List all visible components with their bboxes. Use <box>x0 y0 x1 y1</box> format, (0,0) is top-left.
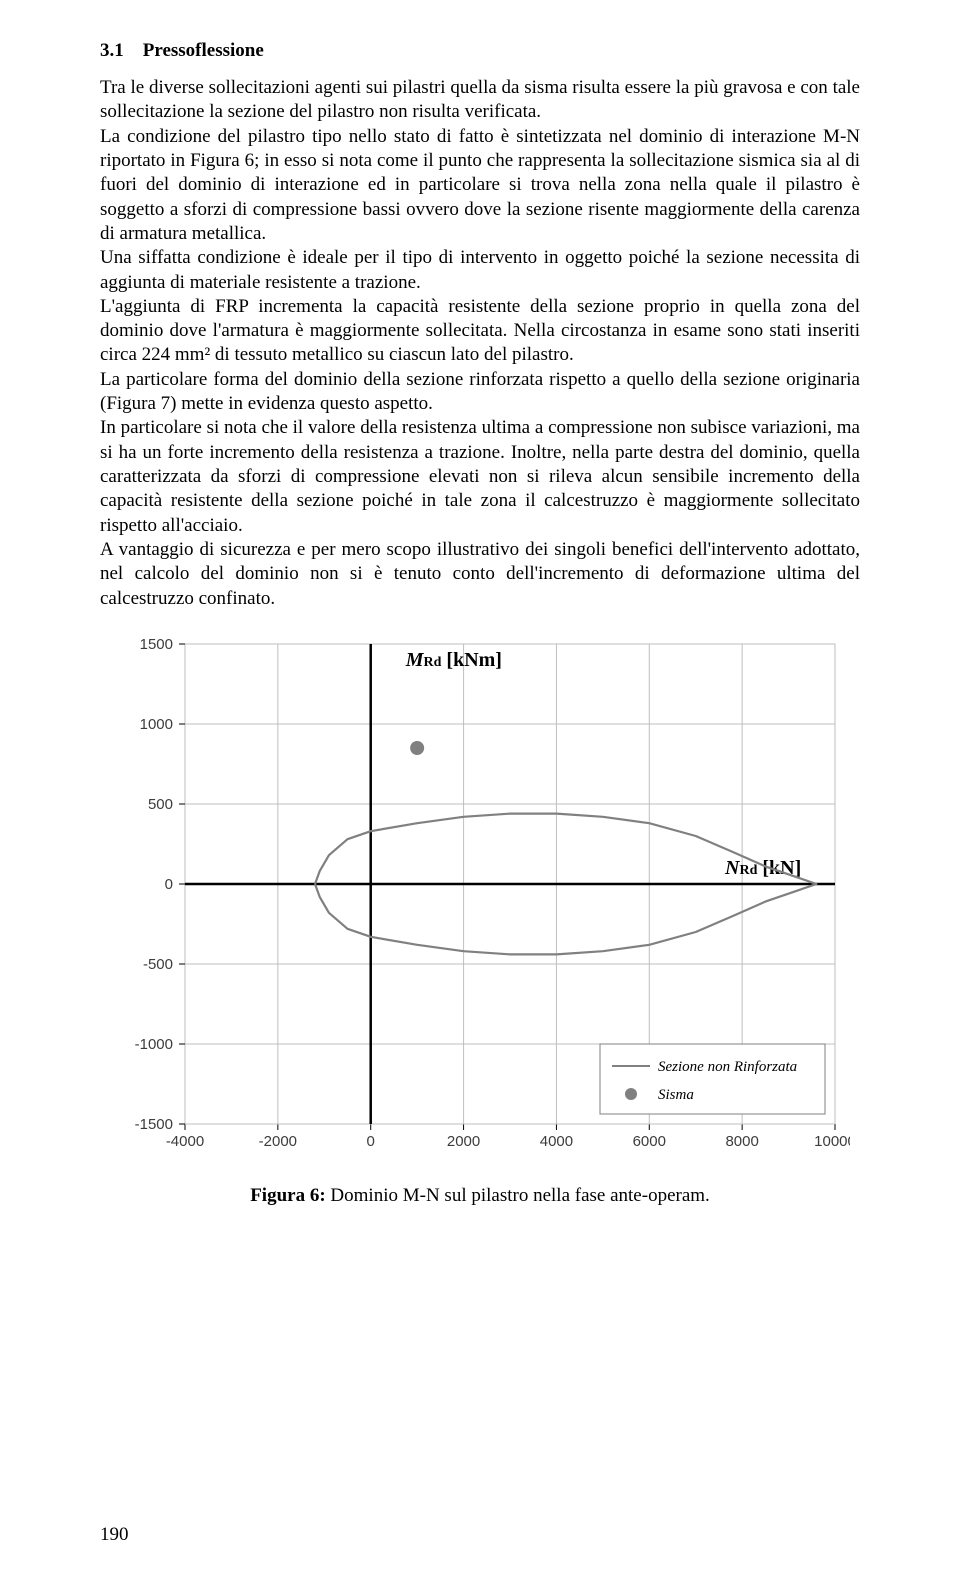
section-heading: 3.1 Pressoflessione <box>100 40 860 62</box>
paragraph: La particolare forma del dominio della s… <box>100 368 860 417</box>
paragraph: L'aggiunta di FRP incrementa la capacità… <box>100 295 860 368</box>
section-number: 3.1 <box>100 40 124 61</box>
svg-text:-2000: -2000 <box>259 1133 297 1150</box>
paragraph: In particolare si nota che il valore del… <box>100 416 860 538</box>
svg-text:2000: 2000 <box>447 1133 480 1150</box>
paragraph: La condizione del pilastro tipo nello st… <box>100 125 860 247</box>
svg-text:-1000: -1000 <box>135 1036 173 1053</box>
paragraph: Una siffatta condizione è ideale per il … <box>100 246 860 295</box>
svg-text:8000: 8000 <box>725 1133 758 1150</box>
figure-caption: Figura 6: Dominio M-N sul pilastro nella… <box>100 1185 860 1207</box>
svg-text:1000: 1000 <box>140 716 173 733</box>
svg-text:0: 0 <box>367 1133 375 1150</box>
svg-text:Sezione non Rinforzata: Sezione non Rinforzata <box>658 1059 797 1075</box>
page-number: 190 <box>100 1524 129 1546</box>
svg-text:-1500: -1500 <box>135 1116 173 1133</box>
paragraph: Tra le diverse sollecitazioni agenti sui… <box>100 76 860 125</box>
caption-label: Figura 6: <box>250 1185 325 1206</box>
svg-text:500: 500 <box>148 796 173 813</box>
svg-text:-4000: -4000 <box>166 1133 204 1150</box>
svg-text:6000: 6000 <box>633 1133 666 1150</box>
paragraph: A vantaggio di sicurezza e per mero scop… <box>100 538 860 611</box>
caption-text: Dominio M-N sul pilastro nella fase ante… <box>330 1185 709 1206</box>
svg-text:MRd [kNm]: MRd [kNm] <box>405 649 502 671</box>
svg-text:1500: 1500 <box>140 636 173 653</box>
figure-6: -4000-20000200040006000800010000-1500-10… <box>100 619 860 1207</box>
svg-text:0: 0 <box>165 876 173 893</box>
section-title: Pressoflessione <box>143 40 264 61</box>
svg-text:10000: 10000 <box>814 1133 850 1150</box>
svg-text:4000: 4000 <box>540 1133 573 1150</box>
domain-chart: -4000-20000200040006000800010000-1500-10… <box>110 619 850 1179</box>
svg-text:Sisma: Sisma <box>658 1087 694 1103</box>
svg-text:-500: -500 <box>143 956 173 973</box>
